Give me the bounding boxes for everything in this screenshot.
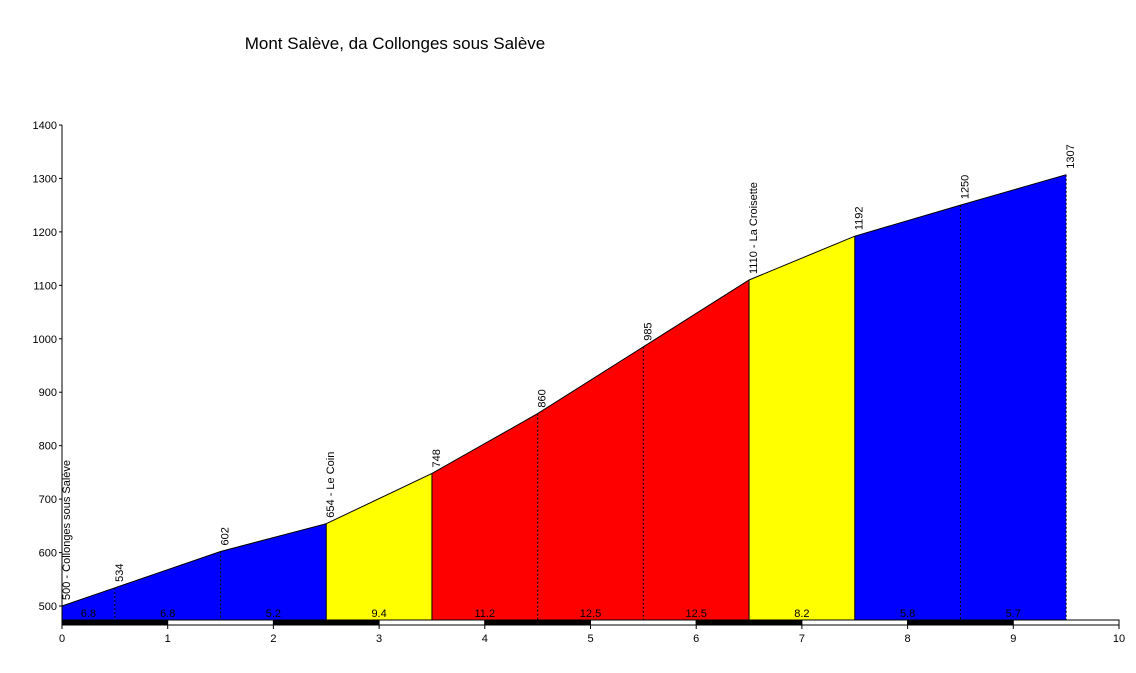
x-tick-label-1: 1 — [165, 633, 171, 645]
gradient-label-3: 9.4 — [371, 608, 386, 620]
distance-bar-km-9 — [1012, 619, 1120, 626]
segment-2 — [220, 523, 327, 620]
elevation-label-6: 985 — [642, 322, 654, 340]
x-tick-label-3: 3 — [376, 633, 382, 645]
x-tick-label-7: 7 — [799, 633, 805, 645]
y-tick-label-900: 900 — [39, 387, 57, 399]
x-tick-label-0: 0 — [59, 633, 65, 645]
segment-7 — [749, 236, 855, 621]
x-tick-label-5: 5 — [587, 633, 593, 645]
distance-bar-km-7 — [801, 619, 909, 626]
distance-bar-km-8 — [907, 619, 1014, 626]
y-tick-label-1000: 1000 — [33, 334, 57, 346]
distance-bar-km-5 — [590, 619, 697, 626]
x-tick-label-4: 4 — [482, 633, 488, 645]
elevation-label-7: 1110 - La Croisette — [748, 182, 760, 274]
gradient-label-8: 5.8 — [900, 608, 915, 620]
x-tick-label-10: 10 — [1113, 633, 1125, 645]
elevation-labels: 500 - Collonges sous Salève 534 602 654 - L… — [61, 144, 1077, 600]
x-tick-label-6: 6 — [693, 633, 699, 645]
gradient-segments — [62, 174, 1067, 621]
elevation-label-10: 1307 — [1065, 144, 1077, 168]
segment-3 — [326, 473, 432, 620]
segment-8 — [854, 205, 961, 620]
gradient-label-4: 11.2 — [475, 608, 496, 620]
gradient-label-6: 12.5 — [685, 608, 706, 620]
distance-scale-bar — [61, 619, 1120, 626]
gradient-label-5: 12.5 — [580, 608, 601, 620]
x-tick-label-9: 9 — [1010, 633, 1016, 645]
chart-title: Mont Salève, da Collonges sous Salève — [244, 34, 546, 53]
gradient-label-7: 8.2 — [794, 608, 809, 620]
x-tick-label-8: 8 — [905, 633, 911, 645]
elevation-label-4: 748 — [431, 449, 443, 467]
axes: 500 600 700 800 900 1000 1100 1200 1300 1400 0 1 2 3 4… — [33, 120, 1126, 645]
distance-bar-km-2 — [272, 619, 380, 626]
distance-bar-km-6 — [695, 619, 803, 626]
y-tick-label-800: 800 — [39, 441, 57, 453]
segment-4 — [431, 413, 538, 620]
profile-line — [61, 174, 1067, 607]
elevation-label-5: 860 — [537, 389, 549, 407]
segment-dividers — [114, 174, 1067, 620]
gradient-label-1: 6.8 — [160, 608, 175, 620]
y-tick-label-1400: 1400 — [33, 120, 57, 132]
profile-outline — [61, 174, 1067, 607]
gradient-label-2: 5.2 — [266, 608, 281, 620]
elevation-label-9: 1250 — [959, 175, 971, 199]
elevation-label-8: 1192 — [854, 207, 866, 231]
y-tick-label-500: 500 — [39, 601, 57, 613]
elevation-label-1: 534 — [114, 563, 126, 581]
elevation-label-0: 500 - Collonges sous Salève — [61, 460, 73, 600]
segment-0 — [62, 587, 115, 620]
segment-9 — [960, 174, 1067, 620]
gradient-label-9: 5.7 — [1006, 608, 1021, 620]
x-tick-label-2: 2 — [270, 633, 276, 645]
y-tick-label-1200: 1200 — [33, 227, 57, 239]
gradient-labels: 6.8 6.8 5.2 9.4 11.2 12.5 12.5 8.2 5.8 5.7 — [81, 608, 1021, 620]
segment-1 — [114, 551, 221, 620]
segment-5 — [537, 346, 644, 620]
distance-bar-km-3 — [378, 619, 486, 626]
y-tick-label-600: 600 — [39, 548, 57, 560]
y-tick-label-1100: 1100 — [33, 280, 57, 292]
elevation-label-3: 654 - Le Coin — [325, 452, 337, 518]
segment-6 — [643, 279, 750, 620]
distance-bar-km-0 — [61, 619, 169, 626]
distance-bar-km-1 — [167, 619, 274, 626]
y-tick-label-700: 700 — [39, 494, 57, 506]
distance-bar-km-4 — [484, 619, 591, 626]
elevation-label-2: 602 — [220, 527, 232, 545]
y-tick-label-1300: 1300 — [33, 173, 57, 185]
gradient-label-0: 6.8 — [81, 608, 96, 620]
